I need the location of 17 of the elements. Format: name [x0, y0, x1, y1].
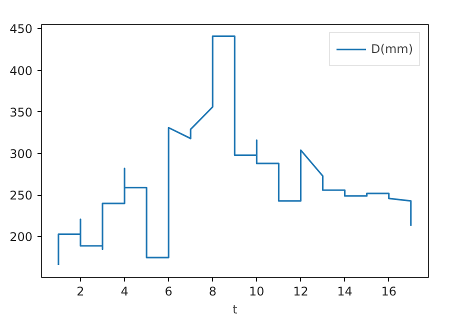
y-tick-label: 450: [10, 22, 32, 36]
x-tick-label: 14: [337, 284, 352, 298]
y-tick-label: 350: [10, 105, 32, 120]
y-tick-label: 200: [10, 230, 32, 244]
x-tick-label: 6: [164, 284, 172, 298]
x-tick-label: 2: [76, 284, 84, 298]
y-tick-label: 400: [10, 64, 32, 78]
x-tick-label: 4: [120, 284, 128, 298]
legend-label: D(mm): [371, 42, 413, 56]
x-axis-title: t: [232, 302, 238, 316]
y-tick-label: 300: [10, 146, 32, 161]
x-tick-label: 16: [381, 284, 396, 298]
x-tick-label: 12: [293, 284, 308, 298]
x-tick-label: 10: [249, 284, 264, 298]
y-tick-label: 250: [10, 188, 32, 203]
x-tick-label: 8: [208, 284, 216, 298]
line-series: [58, 35, 412, 266]
